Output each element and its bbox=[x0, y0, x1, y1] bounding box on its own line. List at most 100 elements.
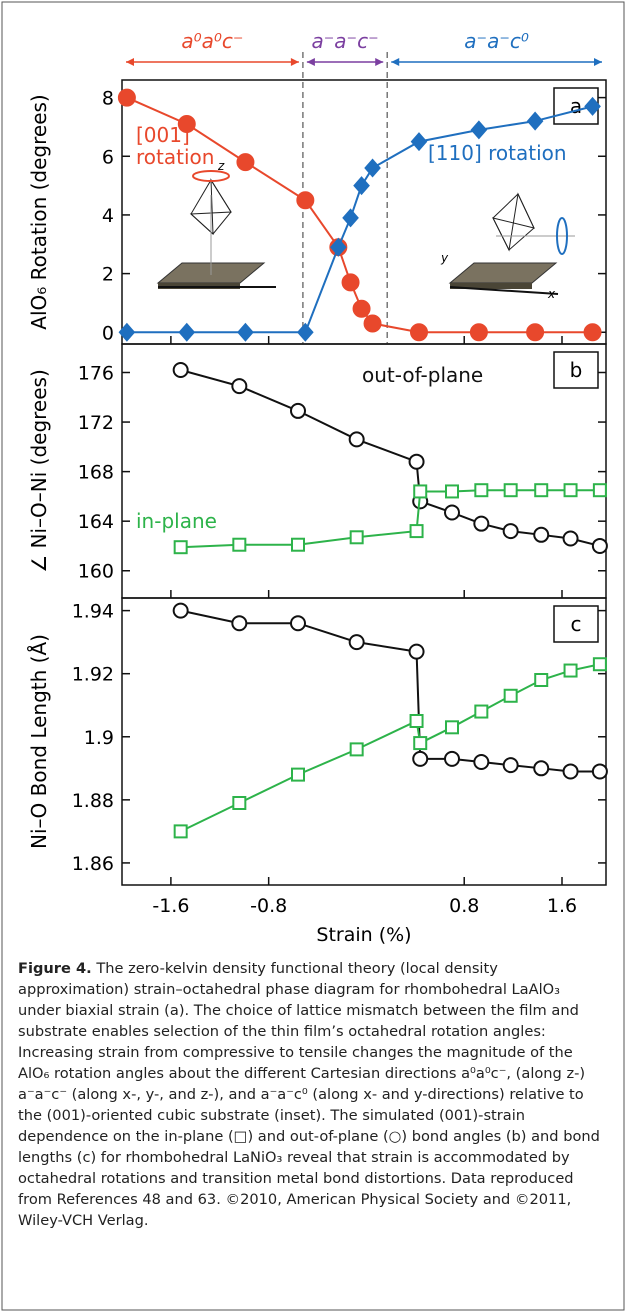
marker bbox=[118, 322, 136, 342]
marker bbox=[172, 602, 189, 619]
marker bbox=[173, 540, 188, 555]
marker bbox=[231, 615, 248, 632]
y-tick-label: 2 bbox=[102, 264, 114, 286]
marker bbox=[349, 742, 364, 757]
y-tick-label: 1.88 bbox=[72, 790, 114, 812]
series-label: out-of-plane bbox=[362, 364, 502, 386]
marker bbox=[408, 453, 425, 470]
marker bbox=[563, 483, 578, 498]
series-label: [110] rotation bbox=[428, 142, 567, 165]
svg-text:z: z bbox=[217, 159, 225, 173]
marker bbox=[534, 673, 549, 687]
marker bbox=[232, 796, 247, 810]
marker bbox=[348, 431, 365, 448]
phase-label: a⁻a⁻c⁰ bbox=[464, 29, 529, 53]
marker bbox=[231, 378, 248, 395]
marker bbox=[444, 504, 460, 521]
y-tick-label: 176 bbox=[78, 362, 114, 384]
marker bbox=[583, 323, 602, 342]
marker bbox=[445, 720, 459, 735]
marker bbox=[592, 657, 607, 672]
y-axis-title: Ni–O Bond Length (Å) bbox=[27, 634, 51, 849]
x-tick-label: 1.6 bbox=[547, 895, 577, 917]
x-axis-title: Strain (%) bbox=[316, 924, 411, 946]
marker bbox=[473, 754, 490, 770]
marker bbox=[473, 515, 490, 532]
marker bbox=[353, 176, 370, 196]
marker bbox=[296, 191, 315, 210]
marker bbox=[534, 483, 549, 498]
marker bbox=[591, 763, 608, 780]
marker bbox=[330, 237, 347, 257]
marker bbox=[348, 634, 365, 651]
marker bbox=[410, 323, 428, 342]
marker bbox=[173, 824, 188, 839]
panel-label: a bbox=[570, 94, 582, 118]
marker bbox=[562, 763, 579, 780]
marker bbox=[178, 322, 196, 342]
marker bbox=[291, 537, 305, 552]
y-tick-label: 164 bbox=[78, 511, 114, 533]
marker bbox=[413, 736, 428, 751]
marker bbox=[408, 643, 425, 660]
marker bbox=[444, 750, 460, 767]
arrow-head bbox=[306, 58, 384, 66]
y-tick-label: 172 bbox=[78, 412, 114, 434]
marker bbox=[363, 314, 382, 333]
marker bbox=[445, 484, 459, 499]
phase-label: a⁰a⁰c⁻ bbox=[181, 29, 243, 53]
marker bbox=[364, 158, 381, 178]
y-tick-label: 1.86 bbox=[72, 853, 114, 875]
y-tick-label: 1.92 bbox=[72, 664, 114, 686]
marker bbox=[410, 132, 428, 152]
marker bbox=[584, 96, 601, 116]
marker bbox=[474, 704, 489, 719]
series-line bbox=[126, 96, 593, 334]
marker bbox=[412, 750, 429, 767]
caption-text: The zero-kelvin density functional theor… bbox=[18, 960, 600, 1229]
marker bbox=[533, 526, 550, 543]
series-label: in-plane bbox=[136, 510, 217, 533]
y-tick-label: 6 bbox=[102, 146, 114, 168]
svg-text:y: y bbox=[440, 251, 449, 265]
marker bbox=[349, 530, 364, 545]
series-line bbox=[180, 609, 600, 773]
series-label: [001] rotation bbox=[136, 124, 215, 169]
marker bbox=[172, 362, 189, 379]
marker bbox=[526, 323, 545, 342]
svg-text:x: x bbox=[547, 287, 556, 301]
panel-label-box bbox=[553, 351, 599, 389]
series-label-text: in-plane bbox=[136, 510, 217, 533]
series-label-text: [110] rotation bbox=[428, 142, 567, 165]
x-tick-label: 0.8 bbox=[449, 895, 479, 917]
caption: Figure 4. The zero-kelvin density functi… bbox=[18, 958, 606, 1231]
marker bbox=[290, 615, 306, 632]
y-axis-title: ∠ Ni–O–Ni (degrees) bbox=[27, 369, 51, 573]
x-tick-label: -1.6 bbox=[152, 895, 189, 917]
series-label-text: [001] rotation bbox=[136, 124, 215, 169]
marker bbox=[236, 153, 255, 172]
marker bbox=[533, 760, 550, 777]
marker bbox=[502, 523, 519, 540]
plot-frame bbox=[121, 597, 607, 886]
marker bbox=[503, 688, 518, 703]
marker bbox=[409, 714, 424, 728]
y-tick-label: 1.94 bbox=[72, 601, 114, 623]
marker bbox=[290, 402, 306, 419]
panel-label: c bbox=[571, 612, 582, 636]
marker bbox=[469, 323, 488, 342]
inset-left: z bbox=[156, 159, 276, 289]
y-tick-label: 4 bbox=[102, 205, 114, 227]
marker bbox=[117, 88, 136, 107]
y-axis-title: AlO₆ Rotation (degrees) bbox=[27, 94, 51, 329]
marker bbox=[352, 299, 371, 318]
series-label-text: out-of-plane bbox=[362, 364, 502, 386]
y-tick-label: 160 bbox=[78, 561, 114, 583]
caption-title: Figure 4. bbox=[18, 960, 92, 977]
marker bbox=[563, 663, 578, 678]
marker bbox=[502, 757, 519, 774]
marker bbox=[470, 120, 488, 140]
marker bbox=[526, 111, 544, 131]
